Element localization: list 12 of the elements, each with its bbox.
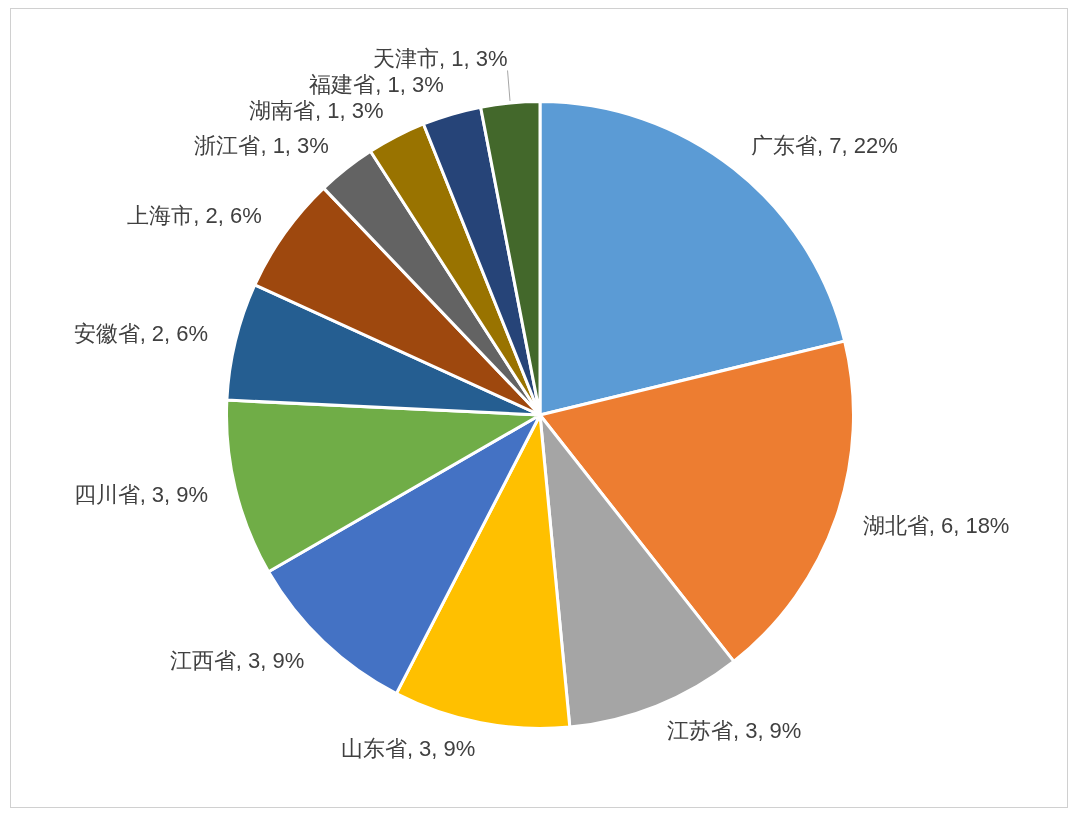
slice-label: 山东省, 3, 9% xyxy=(340,736,476,762)
slice-label: 上海市, 2, 6% xyxy=(127,202,262,228)
slice-label: 湖南省, 1, 3% xyxy=(249,97,384,123)
slice-label: 湖北省, 6, 18% xyxy=(862,512,1010,538)
slice-label: 四川省, 3, 9% xyxy=(73,481,209,507)
slice-label: 江西省, 3, 9% xyxy=(169,648,305,674)
slice-label: 天津市, 1, 3% xyxy=(373,45,508,71)
slice-label: 广东省, 7, 22% xyxy=(751,132,898,158)
slice-label: 福建省, 1, 3% xyxy=(309,71,444,97)
slice-label: 安徽省, 2, 6% xyxy=(73,320,209,346)
slice-label: 江苏省, 3, 9% xyxy=(666,718,802,744)
slice-label: 浙江省, 1, 3% xyxy=(194,132,329,158)
